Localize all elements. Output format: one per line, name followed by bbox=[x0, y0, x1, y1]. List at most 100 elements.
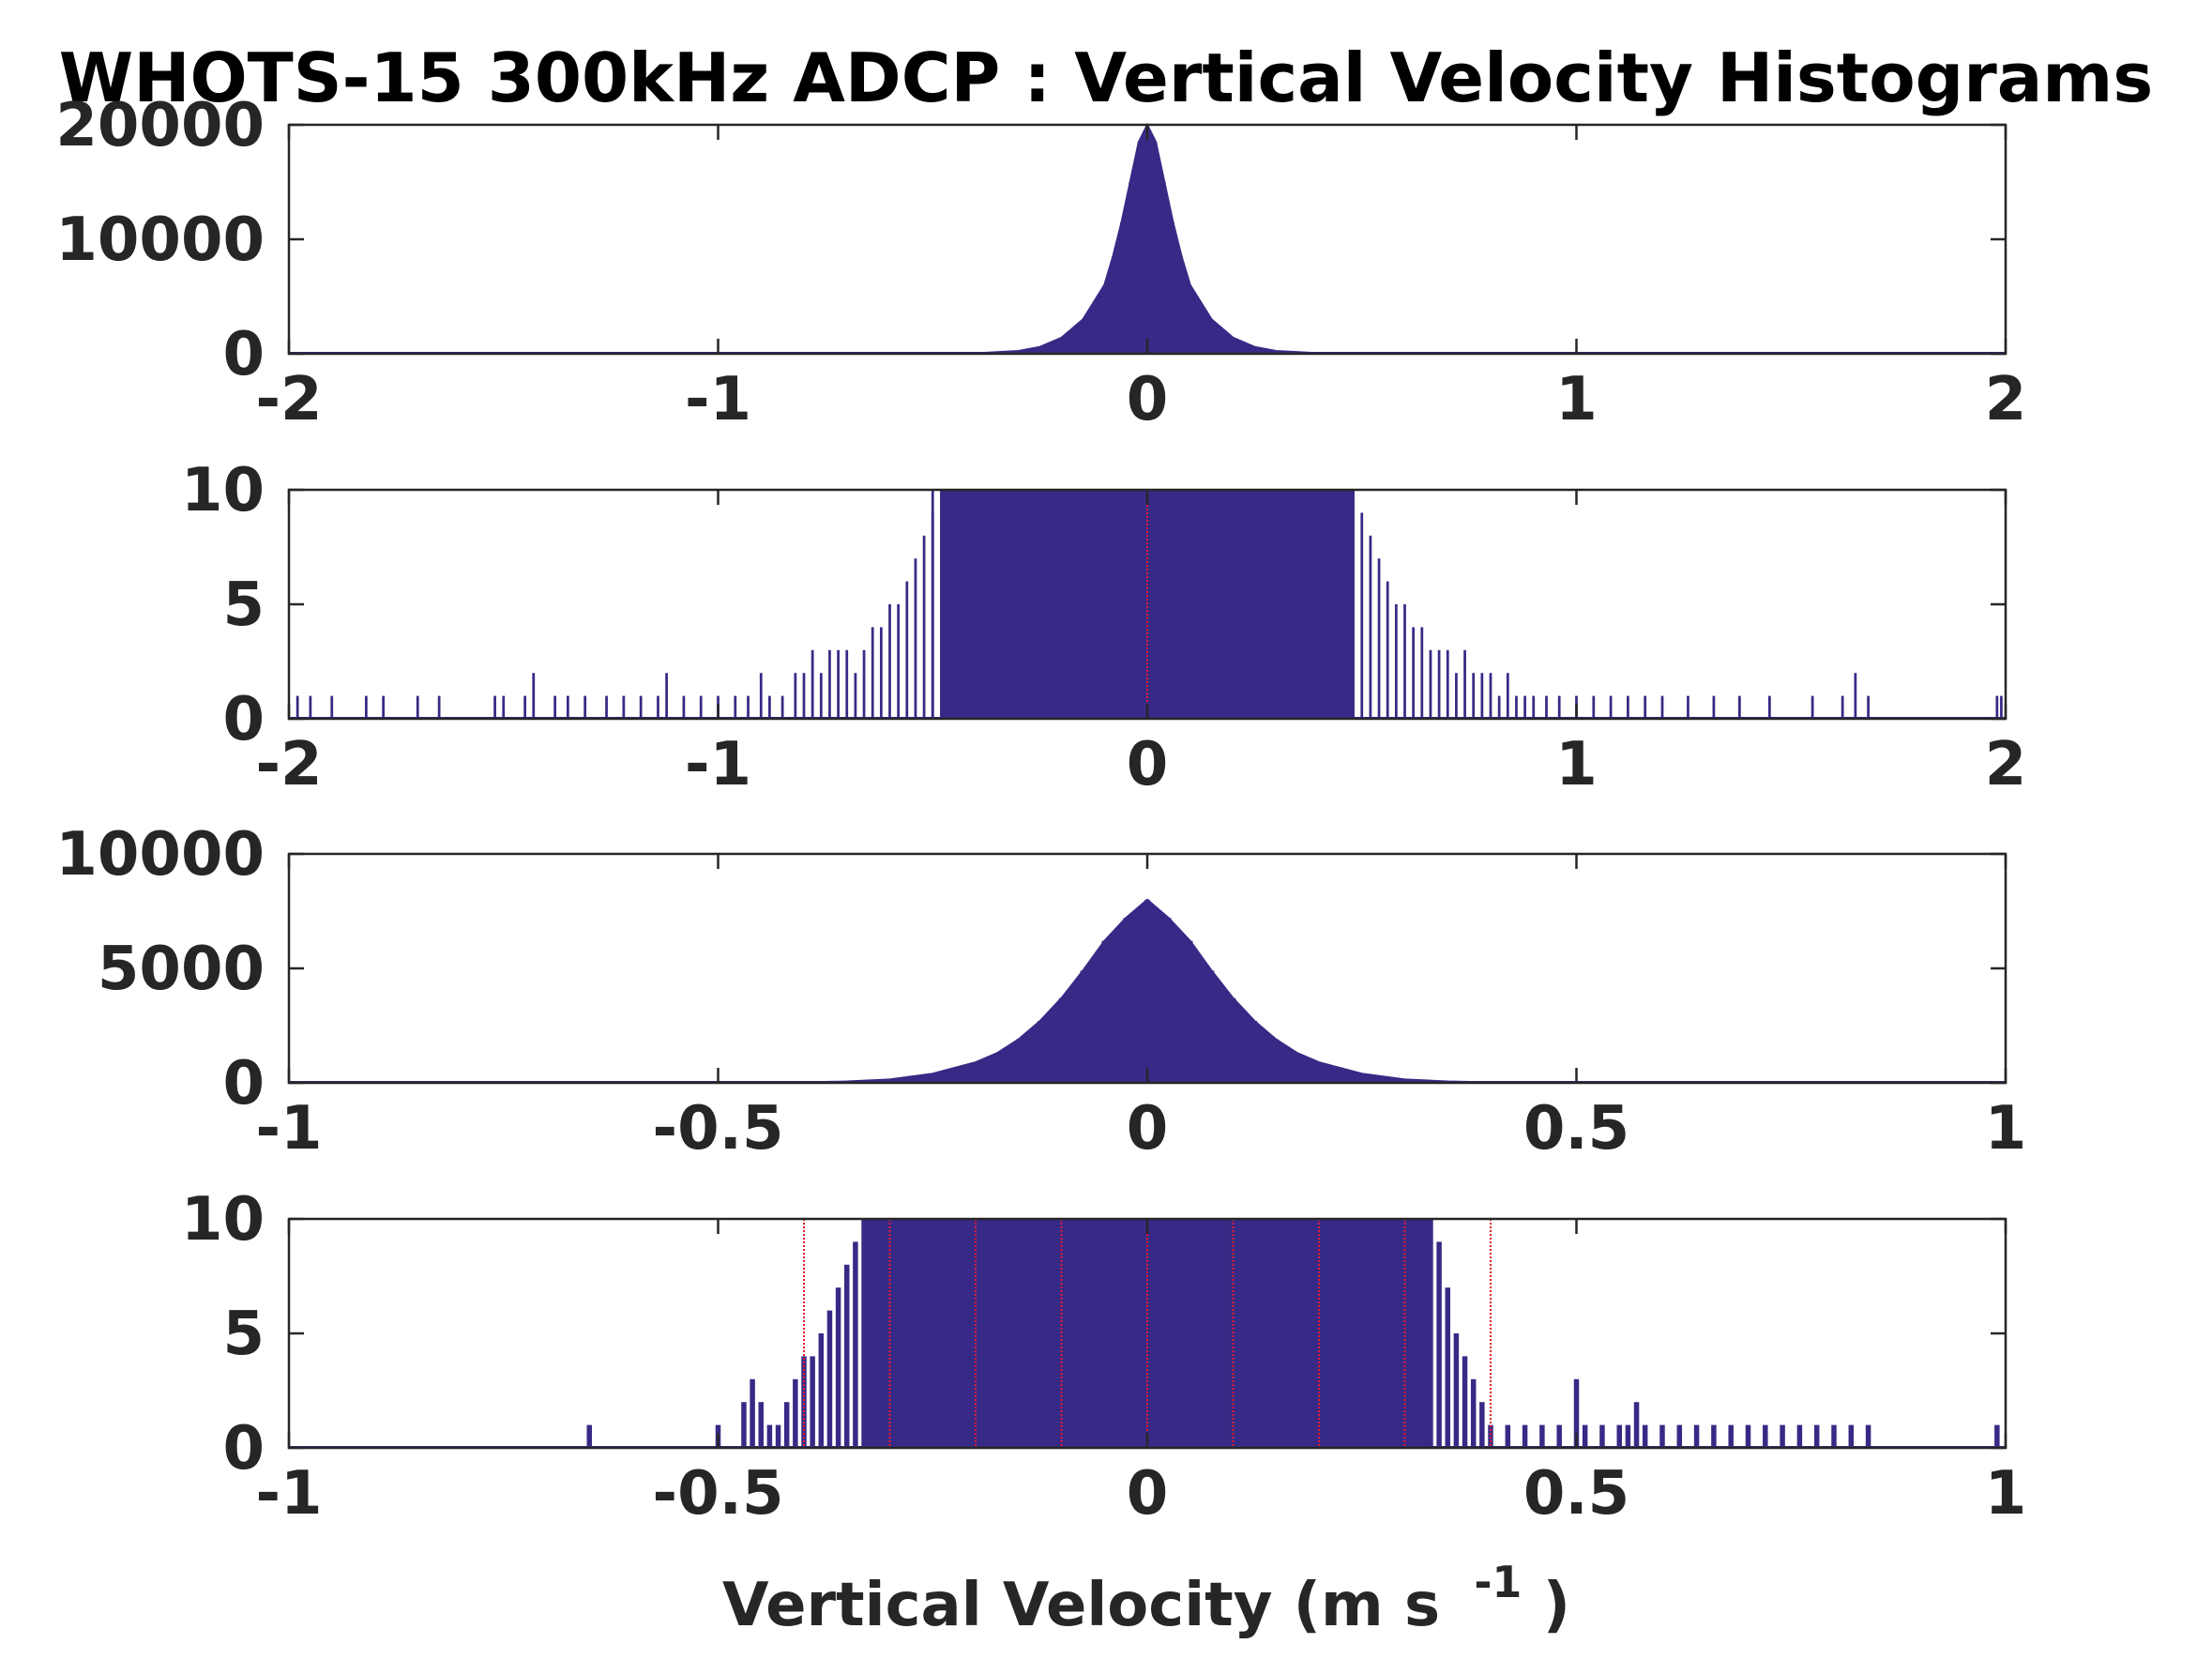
histogram-bar bbox=[532, 673, 536, 719]
y-tick-label: 20000 bbox=[55, 91, 265, 160]
histogram-bar bbox=[1488, 1424, 1493, 1448]
histogram-bar bbox=[1811, 695, 1814, 719]
histogram-bar bbox=[1480, 673, 1484, 719]
histogram-bar bbox=[818, 1333, 825, 1448]
x-axis-label-superscript: -1 bbox=[1474, 1557, 1522, 1607]
histogram-bar bbox=[1360, 512, 1364, 719]
histogram-bar bbox=[1523, 695, 1526, 719]
histogram-bar bbox=[811, 649, 814, 719]
histogram-bar bbox=[1472, 673, 1476, 719]
histogram-bar bbox=[1763, 1424, 1768, 1448]
histogram-bar bbox=[1463, 649, 1466, 719]
histogram-bar bbox=[382, 695, 386, 719]
histogram-bar bbox=[826, 1310, 833, 1448]
histogram-bar bbox=[1687, 695, 1689, 719]
histogram-bar bbox=[1867, 695, 1870, 719]
histogram-bar bbox=[802, 673, 806, 719]
histogram-bar bbox=[1865, 1424, 1871, 1448]
histogram-bar bbox=[657, 695, 659, 719]
histogram-bar bbox=[1453, 1333, 1460, 1448]
histogram-bar bbox=[1412, 627, 1416, 719]
histogram-bar bbox=[1994, 1424, 2000, 1448]
y-tick-label: 10 bbox=[181, 456, 265, 525]
histogram-bar bbox=[622, 695, 626, 719]
histogram-bar bbox=[888, 604, 891, 719]
histogram-bar bbox=[330, 695, 334, 719]
histogram-bar bbox=[1522, 1424, 1528, 1448]
y-tick-label: 0 bbox=[222, 685, 265, 754]
histogram-bar bbox=[862, 649, 866, 719]
histogram-bar bbox=[871, 627, 874, 719]
histogram-bar bbox=[1659, 1424, 1665, 1448]
histogram-bar bbox=[837, 649, 840, 719]
histogram-bar bbox=[1386, 581, 1389, 719]
histogram-bar bbox=[861, 1219, 867, 1448]
histogram-bar bbox=[553, 695, 557, 719]
histogram-bar bbox=[747, 695, 750, 719]
histogram-bar bbox=[914, 558, 917, 719]
histogram-bar bbox=[1737, 695, 1741, 719]
y-tick-label: 10000 bbox=[55, 205, 265, 275]
histogram-bar bbox=[1625, 1424, 1631, 1448]
histogram-bar bbox=[844, 1264, 850, 1448]
histogram-bar bbox=[1470, 1378, 1477, 1448]
histogram-bar bbox=[1479, 1402, 1485, 1448]
histogram-bar bbox=[1676, 1424, 1683, 1448]
y-tick-label: 0 bbox=[222, 1414, 265, 1484]
x-tick-label: 1 bbox=[1555, 365, 1598, 434]
histogram-bar bbox=[1506, 673, 1509, 719]
histogram-bar bbox=[1436, 1241, 1442, 1448]
histogram-bar bbox=[1768, 695, 1771, 719]
histogram-bar bbox=[780, 695, 784, 719]
histogram-bar bbox=[845, 649, 849, 719]
histogram-bar bbox=[783, 1402, 790, 1448]
histogram-bar bbox=[1403, 604, 1406, 719]
histogram-bar bbox=[1455, 673, 1458, 719]
histogram-bar bbox=[1854, 673, 1857, 719]
x-tick-label: 1 bbox=[1985, 1459, 2027, 1529]
x-tick-label: -2 bbox=[255, 730, 322, 799]
histogram-bar bbox=[1745, 1424, 1751, 1448]
x-axis-label-close: ) bbox=[1543, 1571, 1570, 1640]
histogram-bar bbox=[1995, 695, 1999, 719]
histogram-bar bbox=[639, 695, 643, 719]
y-tick-label: 0 bbox=[222, 1049, 265, 1119]
histogram-bar bbox=[775, 1424, 781, 1448]
x-tick-label: -1 bbox=[255, 1459, 322, 1529]
histogram-bar bbox=[416, 695, 419, 719]
x-tick-label: -0.5 bbox=[653, 1459, 784, 1529]
histogram-bar bbox=[1377, 558, 1381, 719]
histogram-bar bbox=[502, 695, 506, 719]
histogram-bar bbox=[819, 673, 823, 719]
histogram-bar bbox=[1437, 649, 1441, 719]
histogram-bar bbox=[1693, 1424, 1700, 1448]
histogram-bar bbox=[665, 673, 668, 719]
histogram-bar bbox=[905, 581, 909, 719]
x-tick-label: -1 bbox=[685, 365, 751, 434]
histogram-bar bbox=[1556, 1424, 1562, 1448]
histogram-bar bbox=[1505, 1424, 1511, 1448]
histogram-bar bbox=[1841, 695, 1844, 719]
histogram-bar bbox=[309, 695, 312, 719]
histogram-bar bbox=[1394, 604, 1398, 719]
histogram-bar bbox=[1711, 1424, 1717, 1448]
histogram-envelope bbox=[803, 898, 1492, 1084]
histogram-bar bbox=[1539, 1424, 1545, 1448]
histogram-bar bbox=[1428, 1219, 1433, 1448]
x-tick-label: 0.5 bbox=[1523, 1459, 1629, 1529]
histogram-bar bbox=[1429, 649, 1432, 719]
histogram-bar bbox=[750, 1378, 755, 1448]
x-tick-label: 1 bbox=[1985, 1094, 2027, 1164]
histogram-bar bbox=[1497, 695, 1501, 719]
histogram-bar bbox=[1445, 1287, 1450, 1448]
histogram-bar bbox=[1609, 695, 1613, 719]
x-tick-label: 0 bbox=[1127, 365, 1169, 434]
histogram-bar bbox=[828, 649, 831, 719]
histogram-bar bbox=[793, 1378, 798, 1448]
histogram-bar bbox=[879, 627, 883, 719]
histogram-bar bbox=[1633, 1402, 1640, 1448]
y-tick-label: 5000 bbox=[98, 935, 265, 1004]
histogram-bar bbox=[1446, 649, 1449, 719]
histogram-bar bbox=[1813, 1424, 1820, 1448]
